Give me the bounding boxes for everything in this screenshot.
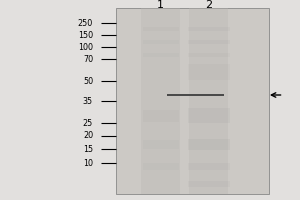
- FancyBboxPatch shape: [188, 53, 230, 57]
- FancyBboxPatch shape: [142, 110, 178, 122]
- Bar: [167, 94, 224, 96]
- Bar: [116, 8, 268, 194]
- Text: 35: 35: [83, 97, 93, 106]
- Text: 1: 1: [157, 0, 164, 10]
- Bar: [141, 8, 180, 194]
- FancyBboxPatch shape: [188, 64, 230, 80]
- FancyBboxPatch shape: [142, 53, 178, 57]
- FancyBboxPatch shape: [188, 138, 230, 149]
- Bar: [189, 8, 228, 194]
- Text: 250: 250: [78, 19, 93, 27]
- Text: 10: 10: [83, 158, 93, 167]
- Text: 15: 15: [83, 144, 93, 154]
- Text: 25: 25: [83, 118, 93, 128]
- Text: 70: 70: [83, 54, 93, 64]
- Text: 20: 20: [83, 132, 93, 140]
- Text: 100: 100: [78, 43, 93, 51]
- Text: 150: 150: [78, 30, 93, 40]
- Text: 2: 2: [205, 0, 212, 10]
- FancyBboxPatch shape: [188, 181, 230, 187]
- FancyBboxPatch shape: [188, 27, 230, 31]
- FancyBboxPatch shape: [188, 108, 230, 123]
- Text: 50: 50: [83, 76, 93, 86]
- FancyBboxPatch shape: [142, 162, 178, 169]
- FancyBboxPatch shape: [142, 40, 178, 44]
- FancyBboxPatch shape: [188, 162, 230, 169]
- FancyBboxPatch shape: [142, 140, 178, 148]
- FancyBboxPatch shape: [188, 40, 230, 44]
- FancyBboxPatch shape: [142, 27, 178, 31]
